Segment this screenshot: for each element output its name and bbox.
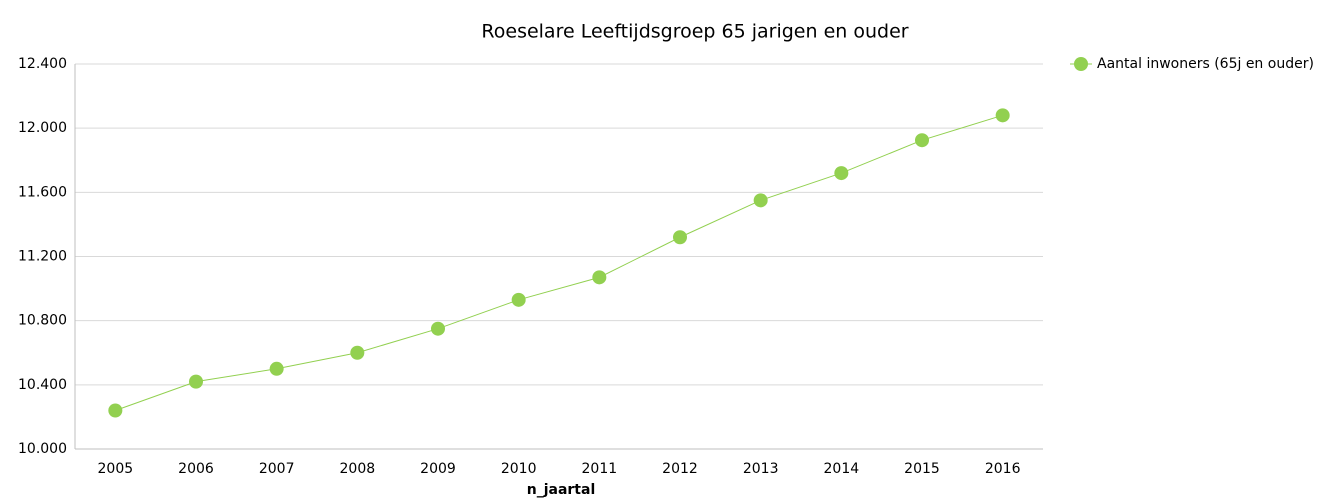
legend-label: Aantal inwoners (65j en ouder)	[1097, 56, 1314, 72]
data-point	[834, 166, 849, 181]
x-tick-label: 2013	[743, 461, 779, 477]
legend-marker	[1074, 57, 1088, 71]
y-tick-label: 10.000	[18, 441, 67, 457]
x-tick-label: 2010	[501, 461, 537, 477]
data-point	[269, 361, 284, 376]
y-tick-label: 10.400	[18, 377, 67, 393]
data-point	[995, 108, 1010, 123]
x-axis-label: n_jaartal	[527, 482, 596, 498]
x-tick-label: 2016	[985, 461, 1021, 477]
data-point	[511, 292, 526, 307]
x-tick-label: 2006	[178, 461, 214, 477]
data-point	[350, 345, 365, 360]
data-point	[431, 321, 445, 336]
y-tick-label: 12.000	[18, 120, 67, 136]
x-tick-label: 2014	[824, 461, 860, 477]
data-point	[673, 230, 687, 245]
x-tick-label: 2011	[582, 461, 618, 477]
data-point	[915, 133, 929, 148]
y-tick-label: 12.400	[18, 56, 67, 72]
series-line	[115, 114, 1003, 411]
data-point	[592, 270, 607, 285]
data-point	[189, 374, 203, 389]
x-tick-label: 2008	[340, 461, 376, 477]
x-tick-label: 2015	[904, 461, 940, 477]
data-point	[753, 193, 768, 208]
x-tick-label: 2009	[420, 461, 456, 477]
x-tick-label: 2012	[662, 461, 698, 477]
y-tick-label: 11.200	[18, 249, 67, 265]
y-tick-label: 11.600	[18, 184, 67, 200]
data-point	[108, 403, 123, 418]
x-tick-label: 2005	[98, 461, 134, 477]
x-tick-label: 2007	[259, 461, 295, 477]
chart-title: Roeselare Leeftijdsgroep 65 jarigen en o…	[481, 21, 908, 43]
y-tick-label: 10.800	[18, 313, 67, 329]
